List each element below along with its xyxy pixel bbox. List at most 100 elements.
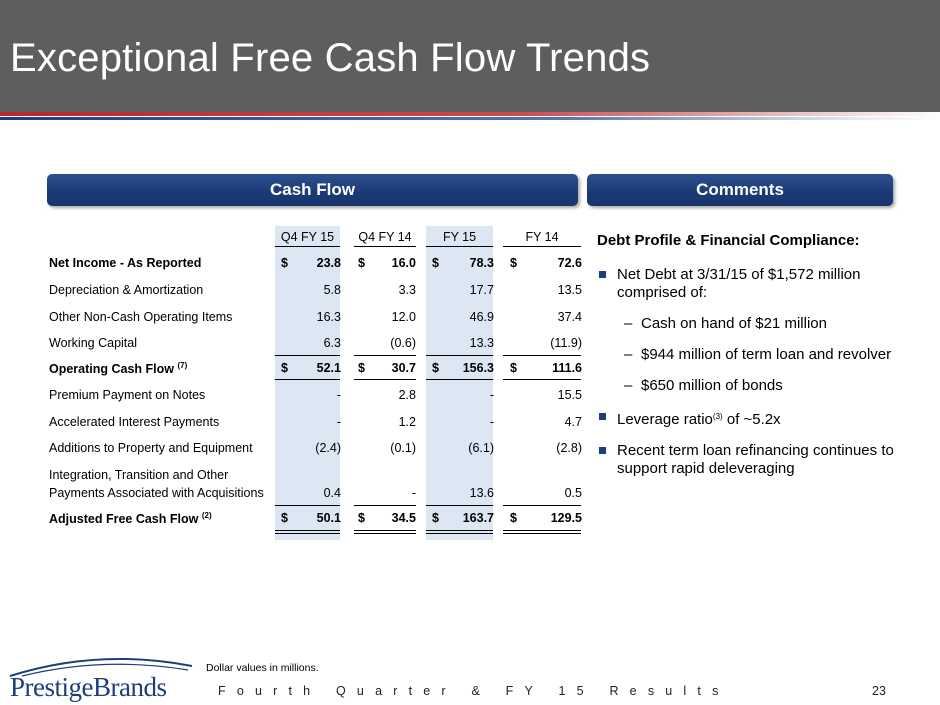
dash-bullet-icon: – xyxy=(624,346,633,363)
cell-value: 23.8 xyxy=(316,256,341,270)
page-title: Exceptional Free Cash Flow Trends xyxy=(10,36,651,80)
column-header: Q4 FY 15 xyxy=(280,230,335,244)
square-bullet-icon xyxy=(599,447,606,454)
highlight-column-fy15 xyxy=(426,226,493,540)
column-header: FY 15 xyxy=(442,230,477,244)
row-label: Payments Associated with Acquisitions xyxy=(49,486,264,500)
cell-value: 37.4 xyxy=(557,310,582,324)
table-row-label-line1: Integration, Transition and Other xyxy=(49,468,584,486)
cell-value: - xyxy=(489,415,494,429)
cell-value: 72.6 xyxy=(557,256,582,270)
cell-value: 3.3 xyxy=(398,283,416,297)
cell-value: 13.5 xyxy=(557,283,582,297)
header-bar: Exceptional Free Cash Flow Trends xyxy=(0,0,940,112)
subtotal-rule xyxy=(275,505,340,506)
cash-flow-banner: Cash Flow xyxy=(47,174,578,206)
table-row: Operating Cash Flow (7) $ 52.1 $ 30.7 $ … xyxy=(49,361,584,379)
highlight-column-q4fy15 xyxy=(275,226,340,540)
red-stripe xyxy=(0,112,940,116)
cell-value: 46.9 xyxy=(469,310,494,324)
subtotal-rule xyxy=(503,505,581,506)
table-row: Working Capital 6.3 (0.6) 13.3 (11.9) xyxy=(49,336,584,354)
cell-value: 111.6 xyxy=(552,361,582,375)
comment-bullet: Recent term loan refinancing continues t… xyxy=(597,442,897,478)
table-row: Other Non-Cash Operating Items 16.3 12.0… xyxy=(49,310,584,328)
comments-banner: Comments xyxy=(587,174,893,206)
cell-value: 13.6 xyxy=(469,486,494,500)
comment-sub-item: – $650 million of bonds xyxy=(624,377,783,394)
cell-value: 52.1 xyxy=(316,361,341,375)
cell-value: 4.7 xyxy=(564,415,582,429)
comments-heading: Debt Profile & Financial Compliance: xyxy=(597,232,860,249)
cell-value: - xyxy=(411,486,416,500)
table-row: Depreciation & Amortization 5.8 3.3 17.7… xyxy=(49,283,584,301)
subtotal-rule xyxy=(503,379,581,380)
total-double-rule xyxy=(503,533,581,534)
blue-stripe xyxy=(0,117,940,120)
row-label: Depreciation & Amortization xyxy=(49,283,204,297)
total-double-rule xyxy=(426,533,493,534)
cell-value: 5.8 xyxy=(323,283,341,297)
dash-bullet-icon: – xyxy=(624,377,633,394)
cell-value: 13.3 xyxy=(469,336,494,350)
total-double-rule xyxy=(426,530,493,531)
comments-panel: Debt Profile & Financial Compliance: Net… xyxy=(597,232,897,491)
cell-value: 163.7 xyxy=(462,511,494,525)
cell-value: (2.4) xyxy=(315,441,341,455)
cell-value: 34.5 xyxy=(391,511,416,525)
subtotal-rule xyxy=(275,355,340,356)
column-header: Q4 FY 14 xyxy=(358,230,412,244)
cell-value: 0.5 xyxy=(564,486,582,500)
comment-bullet: Leverage ratio(3) of ~5.2x xyxy=(597,408,897,429)
cell-value: 15.5 xyxy=(557,388,582,402)
logo-arc-icon xyxy=(9,658,193,677)
table-row: Net Income - As Reported $ 23.8 $ 16.0 $… xyxy=(49,256,584,274)
cell-value: 17.7 xyxy=(469,283,494,297)
cell-value: 78.3 xyxy=(469,256,494,270)
header-underline xyxy=(354,246,416,247)
row-label: Premium Payment on Notes xyxy=(49,388,206,402)
table-row: Premium Payment on Notes - 2.8 - 15.5 xyxy=(49,388,584,406)
header-underline xyxy=(426,246,493,247)
table-row: Accelerated Interest Payments - 1.2 - 4.… xyxy=(49,415,584,433)
currency-symbol: $ xyxy=(432,256,439,270)
logo-wordmark: PrestigeBrands xyxy=(10,672,167,702)
total-double-rule xyxy=(354,533,416,534)
table-row: Additions to Property and Equipment (2.4… xyxy=(49,441,584,459)
row-label: Net Income - As Reported xyxy=(49,256,202,270)
cell-value: 6.3 xyxy=(323,336,341,350)
currency-symbol: $ xyxy=(510,256,517,270)
subtotal-rule xyxy=(354,505,416,506)
subtotal-rule xyxy=(354,379,416,380)
row-label: Operating Cash Flow (7) xyxy=(49,361,188,376)
total-double-rule xyxy=(275,530,340,531)
table-row: Adjusted Free Cash Flow (2) $ 50.1 $ 34.… xyxy=(49,511,584,529)
square-bullet-icon xyxy=(599,413,606,420)
table-row: Payments Associated with Acquisitions 0.… xyxy=(49,486,584,504)
cell-value: 2.8 xyxy=(398,388,416,402)
row-label: Working Capital xyxy=(49,336,138,350)
cell-value: 30.7 xyxy=(391,361,416,375)
page-number: 23 xyxy=(872,684,886,698)
comment-sub-item: – $944 million of term loan and revolver xyxy=(624,346,892,363)
currency-symbol: $ xyxy=(432,511,439,525)
row-label: Adjusted Free Cash Flow (2) xyxy=(49,511,212,526)
cell-value: 12.0 xyxy=(391,310,416,324)
currency-symbol: $ xyxy=(510,511,517,525)
square-bullet-icon xyxy=(599,271,606,278)
subtotal-rule xyxy=(354,355,416,356)
subtotal-rule xyxy=(275,379,340,380)
prestige-brands-logo: PrestigeBrands xyxy=(8,654,194,702)
footer-presentation-title: Fourth Quarter & FY 15 Results xyxy=(218,684,730,698)
currency-symbol: $ xyxy=(281,511,288,525)
cell-value: 0.4 xyxy=(323,486,341,500)
row-label: Integration, Transition and Other xyxy=(49,468,229,482)
cell-value: 16.0 xyxy=(391,256,416,270)
currency-symbol: $ xyxy=(281,256,288,270)
header-underline xyxy=(503,246,581,247)
cell-value: 156.3 xyxy=(462,361,494,375)
row-label: Other Non-Cash Operating Items xyxy=(49,310,233,324)
cell-value: - xyxy=(336,388,341,402)
row-label: Accelerated Interest Payments xyxy=(49,415,220,429)
comment-sub-item: – Cash on hand of $21 million xyxy=(624,315,827,332)
